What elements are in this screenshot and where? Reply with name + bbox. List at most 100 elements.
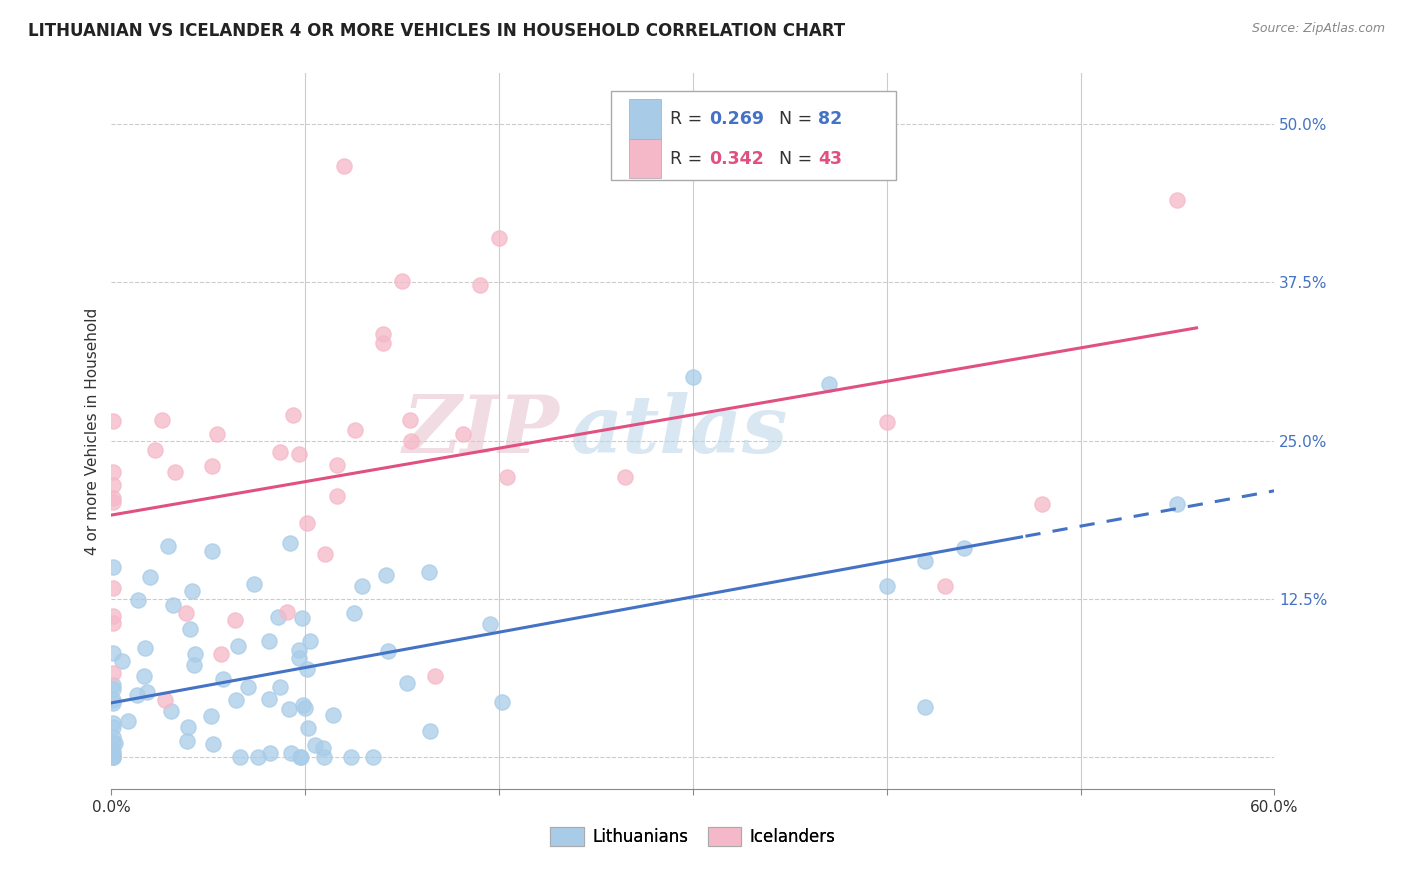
Point [103, 750, 125, 764]
Point [201, 458, 224, 473]
Point [243, 577, 266, 591]
Point [200, 708, 222, 723]
Point [352, 579, 374, 593]
Point [304, 738, 326, 752]
Point [103, 494, 125, 508]
Point [288, 651, 311, 665]
Point [295, 662, 318, 676]
Point [373, 336, 395, 351]
Text: LITHUANIAN VS ICELANDER 4 OR MORE VEHICLES IN HOUSEHOLD CORRELATION CHART: LITHUANIAN VS ICELANDER 4 OR MORE VEHICL… [28, 22, 845, 40]
Point [876, 579, 898, 593]
Point [201, 737, 224, 751]
Point [278, 536, 301, 550]
Text: N =: N = [769, 150, 818, 168]
Point [343, 606, 366, 620]
Point [225, 692, 247, 706]
Point [103, 750, 125, 764]
Point [103, 666, 125, 681]
Point [276, 605, 298, 619]
Point [267, 610, 290, 624]
Point [277, 702, 299, 716]
Point [391, 274, 413, 288]
Point [496, 470, 519, 484]
Point [103, 743, 125, 757]
Y-axis label: 4 or more Vehicles in Household: 4 or more Vehicles in Household [86, 308, 100, 555]
Point [423, 669, 446, 683]
Point [914, 699, 936, 714]
Text: N =: N = [769, 111, 818, 128]
Point [127, 688, 149, 702]
Point [398, 412, 420, 426]
Point [162, 598, 184, 612]
Point [257, 692, 280, 706]
Point [201, 544, 224, 558]
Point [361, 750, 384, 764]
Point [290, 750, 312, 764]
Point [103, 478, 125, 492]
Text: 43: 43 [818, 150, 842, 168]
Point [269, 680, 291, 694]
Point [297, 721, 319, 735]
FancyBboxPatch shape [628, 139, 661, 178]
Point [150, 413, 173, 427]
Point [479, 617, 502, 632]
Point [339, 750, 361, 764]
Point [817, 376, 839, 391]
Text: R =: R = [669, 150, 707, 168]
Text: R =: R = [669, 111, 707, 128]
Point [103, 465, 125, 479]
Point [174, 606, 197, 620]
Point [468, 277, 491, 292]
Point [177, 720, 200, 734]
Point [1166, 497, 1188, 511]
Text: 0.269: 0.269 [709, 111, 765, 128]
FancyBboxPatch shape [628, 100, 661, 139]
Point [103, 560, 125, 574]
Point [374, 568, 396, 582]
Point [209, 647, 232, 661]
Text: 0.342: 0.342 [709, 150, 763, 168]
FancyBboxPatch shape [612, 91, 897, 180]
Point [312, 750, 335, 764]
Point [132, 669, 155, 683]
Point [153, 693, 176, 707]
Point [488, 231, 510, 245]
Point [1166, 193, 1188, 207]
Point [103, 750, 125, 764]
Point [246, 750, 269, 764]
Point [451, 427, 474, 442]
Point [165, 465, 187, 479]
Point [312, 741, 335, 756]
Point [288, 447, 311, 461]
Point [160, 704, 183, 718]
Point [344, 424, 367, 438]
Point [491, 695, 513, 709]
Point [290, 750, 312, 764]
Point [281, 408, 304, 422]
Point [212, 672, 235, 686]
Point [111, 654, 134, 668]
Text: Source: ZipAtlas.com: Source: ZipAtlas.com [1251, 22, 1385, 36]
Text: atlas: atlas [571, 392, 789, 470]
Point [103, 693, 125, 707]
Point [269, 444, 291, 458]
Point [139, 570, 162, 584]
Point [205, 427, 228, 442]
Point [103, 646, 125, 660]
Point [145, 443, 167, 458]
Point [259, 746, 281, 760]
Point [682, 370, 704, 384]
Point [176, 734, 198, 748]
Point [179, 622, 201, 636]
Legend: Lithuanians, Icelanders: Lithuanians, Icelanders [544, 820, 842, 853]
Point [104, 736, 127, 750]
Point [373, 326, 395, 341]
Point [103, 609, 125, 624]
Point [280, 747, 302, 761]
Point [103, 582, 125, 596]
Point [103, 720, 125, 734]
Point [332, 159, 354, 173]
Point [181, 583, 204, 598]
Point [418, 565, 440, 579]
Point [103, 681, 125, 696]
